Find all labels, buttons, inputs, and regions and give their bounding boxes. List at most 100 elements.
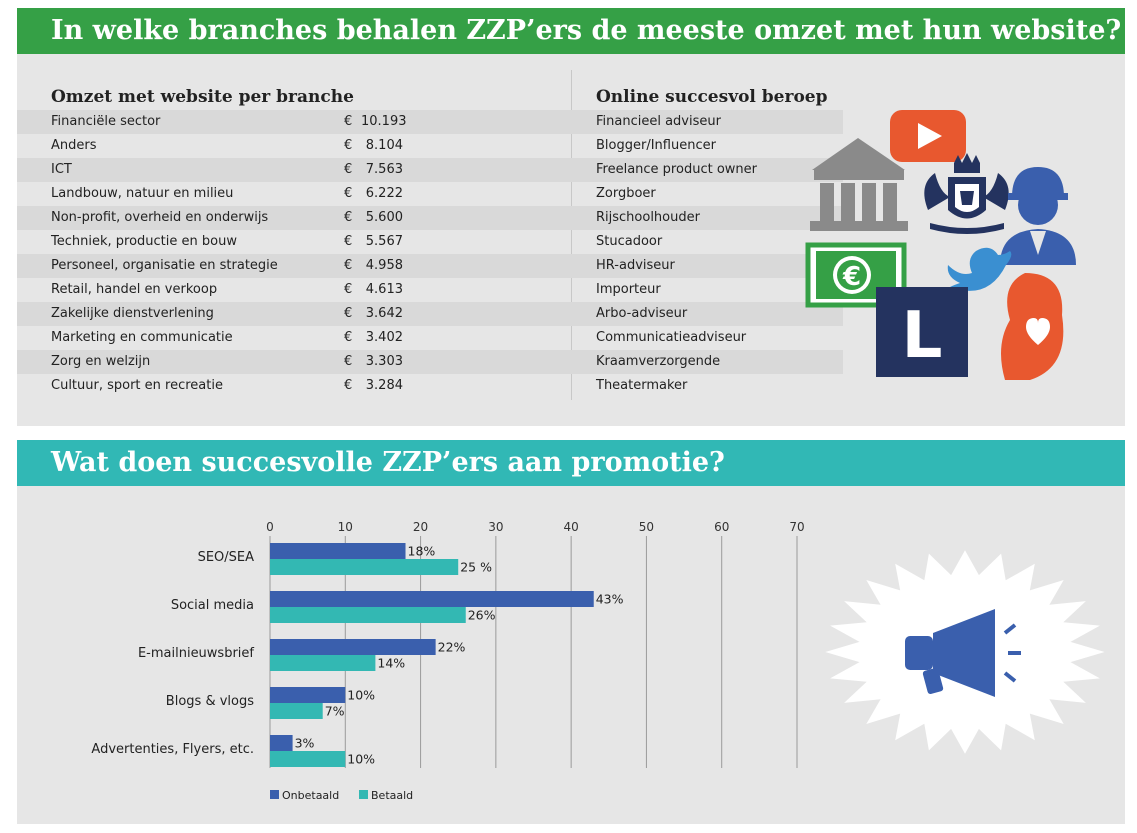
branch-label: Retail, handel en verkoop (51, 282, 218, 297)
currency-symbol: € (344, 162, 353, 177)
branch-label: Personeel, organisatie en strategie (51, 258, 278, 273)
currency-symbol: € (344, 138, 353, 153)
branch-amount: 5.567 (365, 234, 403, 249)
construction-worker-icon (1000, 167, 1076, 265)
branch-amount: 5.600 (365, 210, 403, 225)
profession-row: Theatermaker (572, 374, 843, 398)
currency-symbol: € (344, 378, 353, 393)
branch-row: Personeel, organisatie en strategie €4.95… (17, 254, 572, 278)
column-divider (571, 70, 572, 400)
bar-betaald (270, 655, 376, 671)
branch-label: Financiële sector (51, 114, 161, 129)
profession-label: Importeur (596, 282, 661, 297)
profession-label: Stucadoor (596, 234, 663, 249)
data-label: 43% (596, 592, 624, 607)
currency-symbol: € (344, 282, 353, 297)
currency-symbol: € (344, 330, 353, 345)
section1-title: In welke branches behalen ZZP’ers de mee… (51, 15, 1122, 46)
data-label: 3% (295, 736, 315, 751)
section2-header-band: Wat doen succesvolle ZZP’ers aan promoti… (17, 440, 1125, 486)
profession-row: Rijschoolhouder (572, 206, 843, 230)
data-label: 25 % (460, 560, 492, 575)
svg-text:€: € (842, 262, 861, 292)
branch-amount: 3.642 (365, 306, 403, 321)
branch-amount: 3.284 (365, 378, 403, 393)
category-label: SEO/SEA (198, 550, 255, 565)
branch-label: Techniek, productie en bouw (51, 234, 237, 249)
branch-row: ICT €7.563 (17, 158, 572, 182)
currency-symbol: € (344, 234, 353, 249)
branch-amount: 4.958 (365, 258, 403, 273)
bar-betaald (270, 559, 459, 575)
profession-label: HR-adviseur (596, 258, 675, 273)
branch-row: Retail, handel en verkoop €4.613 (17, 278, 572, 302)
branch-label: Zorg en welzijn (51, 354, 151, 369)
legend-swatch (270, 790, 279, 799)
branch-row: Zorg en welzijn €3.303 (17, 350, 572, 374)
megaphone-icon (905, 609, 1021, 697)
bar-betaald (270, 607, 466, 623)
profession-row: Financieel adviseur (572, 110, 843, 134)
profession-label: Financieel adviseur (596, 114, 721, 129)
bar-betaald (270, 703, 323, 719)
branch-row: Marketing en communicatie €3.402 (17, 326, 572, 350)
branch-row: Techniek, productie en bouw €5.567 (17, 230, 572, 254)
branch-label: Non-profit, overheid en onderwijs (51, 210, 269, 225)
x-tick-label: 70 (789, 520, 804, 534)
branch-label: Anders (51, 138, 97, 153)
category-label: Advertenties, Flyers, etc. (91, 742, 254, 757)
category-label: Blogs & vlogs (166, 694, 254, 709)
profession-label: Communicatieadviseur (596, 330, 747, 345)
currency-symbol: € (344, 186, 353, 201)
bar-onbetaald (270, 543, 406, 559)
data-label: 10% (347, 688, 375, 703)
youtube-play-icon (890, 110, 966, 162)
promotion-bar-chart: 0 10 20 30 40 50 60 70 SEO/SEA 18% 25 % Social medi… (91, 520, 804, 802)
branch-row: Non-profit, overheid en onderwijs €5.600 (17, 206, 572, 230)
data-label: 26% (468, 608, 496, 623)
branch-amount: 3.402 (365, 330, 403, 345)
x-tick-label: 0 (266, 520, 274, 534)
profession-row: Arbo-adviseur (572, 302, 843, 326)
profession-label: Blogger/Influencer (596, 138, 716, 153)
data-label: 10% (347, 752, 375, 767)
branch-row: Cultuur, sport en recreatie €3.284 (17, 374, 572, 398)
branch-row: Financiële sector €10.193 (17, 110, 572, 134)
branch-amount: 10.193 (361, 114, 407, 129)
royal-coat-of-arms-icon (924, 153, 1009, 234)
currency-symbol: € (344, 258, 353, 273)
legend-label: Onbetaald (282, 789, 339, 802)
professions-heading: Online succesvol beroep (596, 87, 828, 107)
currency-symbol: € (344, 114, 353, 129)
x-tick-label: 40 (564, 520, 579, 534)
profession-row: Kraamverzorgende (572, 350, 843, 374)
learner-driver-l-plate-icon: L (876, 287, 968, 377)
currency-symbol: € (344, 306, 353, 321)
pregnant-heart-icon (1001, 273, 1064, 380)
profession-label: Kraamverzorgende (596, 354, 721, 369)
legend-swatch (359, 790, 368, 799)
x-tick-label: 20 (413, 520, 428, 534)
bank-icon (810, 138, 908, 231)
profession-label: Theatermaker (596, 378, 688, 393)
branches-heading: Omzet met website per branche (51, 87, 354, 107)
x-tick-label: 30 (488, 520, 503, 534)
profession-row: Communicatieadviseur (572, 326, 843, 350)
profession-row: HR-adviseur (572, 254, 843, 278)
branch-amount: 7.563 (365, 162, 403, 177)
section2-title: Wat doen succesvolle ZZP’ers aan promoti… (51, 447, 725, 478)
profession-row: Importeur (572, 278, 843, 302)
branch-row: Zakelijke dienstverlening €3.642 (17, 302, 572, 326)
bar-onbetaald (270, 639, 436, 655)
branch-amount: 6.222 (365, 186, 403, 201)
profession-row: Zorgboer (572, 182, 843, 206)
category-label: Social media (171, 598, 254, 613)
branch-amount: 3.303 (365, 354, 403, 369)
megaphone-burst (825, 550, 1105, 754)
branch-amount: 8.104 (365, 138, 403, 153)
bar-onbetaald (270, 735, 293, 751)
profession-row: Blogger/Influencer (572, 134, 843, 158)
branch-label: Landbouw, natuur en milieu (51, 186, 234, 201)
data-label: 14% (377, 656, 405, 671)
profession-row: Freelance product owner (572, 158, 843, 182)
